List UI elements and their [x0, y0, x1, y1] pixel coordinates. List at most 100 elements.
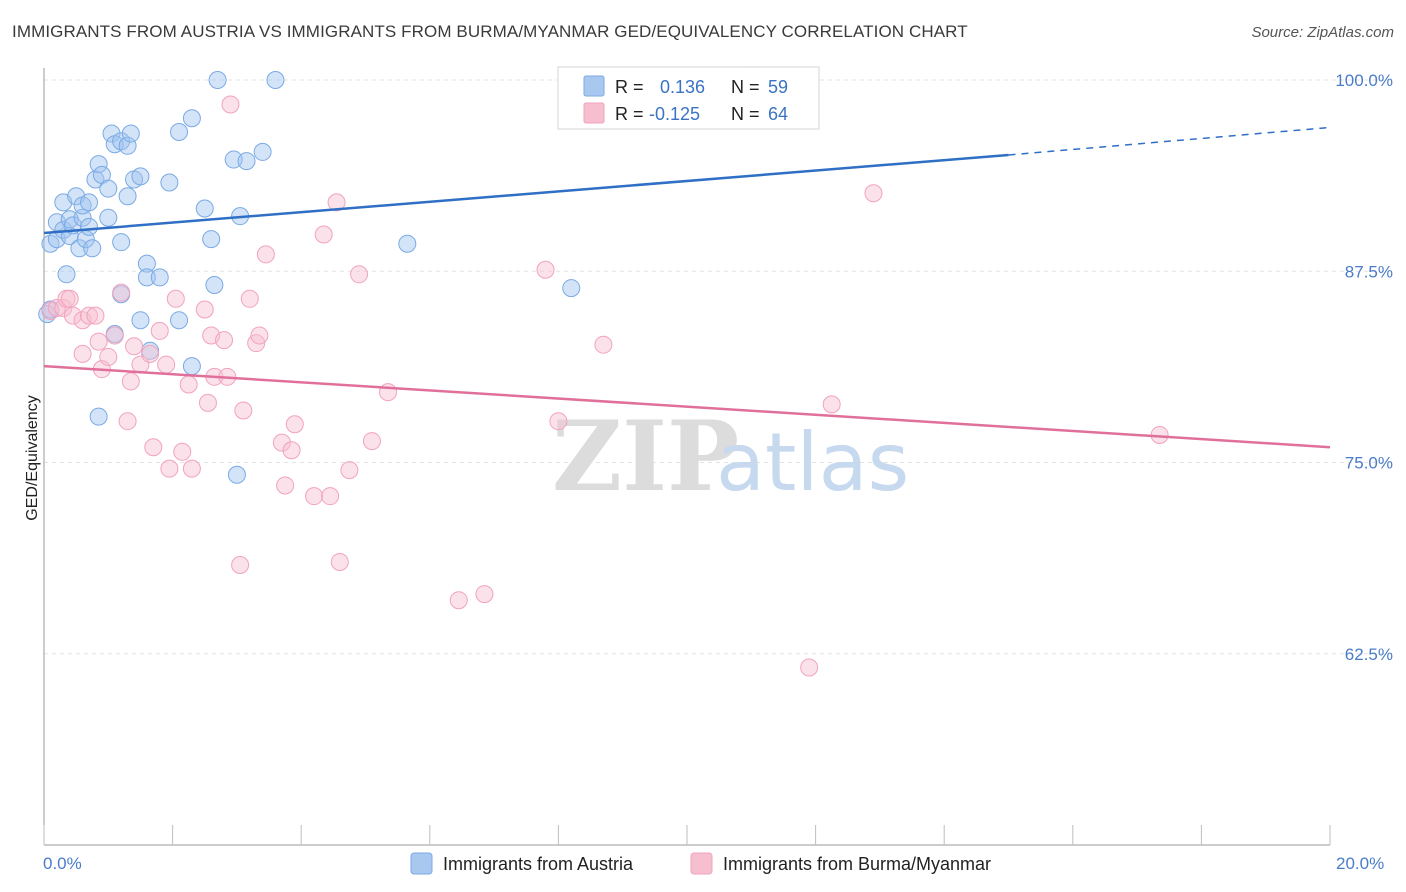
austria-point [195, 199, 214, 218]
legend-r-label-burma: R = [615, 104, 644, 124]
burma-point [105, 326, 124, 345]
source-label: Source: ZipAtlas.com [1251, 24, 1394, 41]
burma-point [800, 658, 819, 677]
series-burma-points [41, 66, 1169, 677]
austria-point [89, 155, 108, 174]
austria-point [205, 276, 224, 295]
austria-point [202, 230, 221, 249]
burma-point [272, 433, 291, 452]
austria-point [83, 239, 102, 258]
austria-point [73, 208, 92, 227]
austria-point [80, 217, 99, 236]
y-tick-labels: 62.5% 75.0% 87.5% 100.0% [1335, 71, 1393, 664]
austria-point [398, 234, 417, 253]
austria-point [170, 311, 189, 330]
burma-point [173, 442, 192, 461]
burma-point [215, 331, 234, 350]
burma-point [118, 412, 137, 431]
austria-point [89, 407, 108, 426]
burma-point [314, 225, 333, 244]
legend-box: R = 0.136 N = 59 R = -0.125 N = 64 [557, 66, 820, 130]
austria-point [112, 233, 131, 252]
burma-point [594, 335, 613, 354]
legend-n-value-austria: 59 [768, 77, 788, 97]
legend-n-label-burma: N = [731, 104, 760, 124]
y-tick-label: 87.5% [1345, 262, 1393, 281]
austria-point [237, 152, 256, 171]
burma-point [63, 306, 82, 325]
austria-point [562, 279, 581, 298]
burma-point [305, 487, 324, 506]
austria-point [266, 71, 285, 89]
burma-trend-line [43, 364, 1331, 449]
austria-point [170, 123, 189, 142]
x-tick-label-min: 0.0% [43, 854, 82, 873]
burma-point [121, 372, 140, 391]
austria-point [102, 124, 121, 143]
burma-point [350, 265, 369, 284]
austria-point [253, 142, 272, 161]
austria-point [182, 109, 201, 128]
burma-point [330, 552, 349, 571]
burma-point [221, 95, 240, 114]
trend-lines [43, 126, 1331, 449]
bottom-legend-swatch-burma [690, 852, 713, 875]
x-ticks [43, 825, 1331, 845]
legend-r-label-austria: R = [615, 77, 644, 97]
legend-swatch-austria [583, 75, 605, 97]
burma-point [250, 326, 269, 345]
burma-point [182, 459, 201, 478]
burma-point [362, 432, 381, 451]
austria-point [182, 357, 201, 376]
burma-point [379, 383, 398, 402]
chart-title: IMMIGRANTS FROM AUSTRIA VS IMMIGRANTS FR… [12, 22, 968, 41]
burma-point [536, 260, 555, 279]
burma-point [285, 415, 304, 434]
burma-point [234, 401, 253, 420]
austria-point [41, 234, 60, 253]
burma-point [160, 459, 179, 478]
burma-point [112, 283, 131, 302]
austria-point [131, 311, 150, 330]
austria-trend-extension [1008, 126, 1331, 156]
burma-point [47, 298, 66, 317]
watermark-atlas: atlas [716, 416, 909, 509]
austria-point [86, 170, 105, 189]
burma-point [449, 591, 468, 610]
burma-point [327, 193, 346, 212]
burma-point [150, 321, 169, 340]
burma-point [256, 245, 275, 264]
burma-point [166, 289, 185, 308]
burma-point [276, 476, 295, 495]
bottom-legend-label-austria: Immigrants from Austria [443, 854, 634, 874]
burma-point [195, 300, 214, 319]
burma-point [282, 441, 301, 460]
y-tick-label: 100.0% [1335, 71, 1393, 90]
series-austria-points [38, 71, 761, 484]
bottom-legend: Immigrants from Austria Immigrants from … [410, 852, 991, 875]
y-tick-label: 75.0% [1345, 454, 1393, 473]
watermark-zip: ZIP [552, 400, 739, 513]
legend-n-label-austria: N = [731, 77, 760, 97]
burma-point [321, 487, 340, 506]
burma-point [141, 344, 160, 363]
austria-point [224, 150, 243, 169]
burma-point [60, 289, 79, 308]
austria-point [131, 167, 150, 186]
burma-point [125, 337, 144, 356]
austria-point [227, 465, 246, 484]
burma-point [198, 393, 217, 412]
austria-point [99, 179, 118, 198]
burma-point [340, 461, 359, 480]
austria-point [118, 187, 137, 206]
burma-point [80, 306, 99, 325]
burma-point [231, 556, 250, 575]
legend-swatch-burma [583, 102, 605, 124]
austria-point [160, 173, 179, 192]
legend-r-value-austria: 0.136 [660, 77, 705, 97]
legend-r-value-burma: -0.125 [649, 104, 700, 124]
austria-point [150, 268, 169, 287]
burma-point [89, 332, 108, 351]
austria-point [137, 254, 156, 273]
